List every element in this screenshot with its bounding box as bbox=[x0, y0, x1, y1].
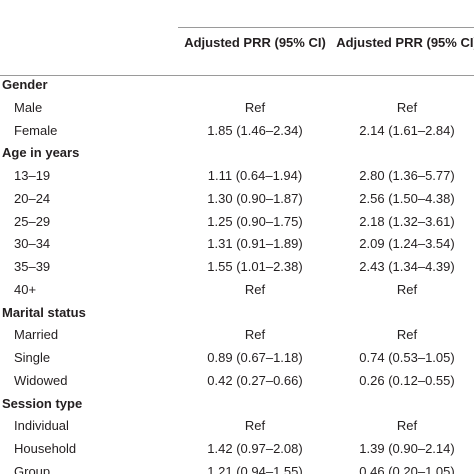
row-label: 35–39 bbox=[14, 259, 51, 274]
header-rule bbox=[178, 27, 474, 28]
column-header: Adjusted PRR (95% CI) bbox=[336, 35, 474, 50]
cell-value: 1.42 (0.97–2.08) bbox=[207, 441, 303, 456]
cell-value: Ref bbox=[244, 281, 266, 297]
column-header: Adjusted PRR (95% CI) bbox=[184, 35, 326, 50]
cell-value: Ref bbox=[396, 281, 418, 297]
cell-value: 1.30 (0.90–1.87) bbox=[207, 190, 303, 206]
cell-value: 0.42 (0.27–0.66) bbox=[207, 372, 303, 388]
cell-value: 0.26 (0.12–0.55) bbox=[359, 372, 455, 388]
row-label: Widowed bbox=[14, 372, 68, 388]
cell-value: 1.21 (0.94–1.55) bbox=[207, 463, 303, 474]
cell-value: 0.46 (0.20–1.05) bbox=[359, 463, 455, 474]
cell-value: Ref bbox=[396, 99, 418, 115]
row-label: Married bbox=[14, 327, 59, 343]
cell-value: 0.89 (0.67–1.18) bbox=[207, 350, 303, 365]
row-label: 13–19 bbox=[14, 168, 51, 183]
section-title: Gender bbox=[2, 77, 48, 92]
cell-value: 0.74 (0.53–1.05) bbox=[359, 350, 455, 365]
section-title: Marital status bbox=[2, 304, 86, 320]
cell-value: 2.43 (1.34–4.39) bbox=[359, 259, 455, 274]
cell-value: 2.14 (1.61–2.84) bbox=[359, 122, 455, 138]
cell-value: 2.80 (1.36–5.77) bbox=[359, 168, 455, 183]
cell-value: 1.31 (0.91–1.89) bbox=[207, 236, 303, 252]
cell-value: Ref bbox=[244, 99, 266, 115]
row-label: Female bbox=[14, 122, 58, 138]
row-label: Single bbox=[14, 350, 51, 365]
cell-value: Ref bbox=[396, 327, 418, 343]
row-label: 20–24 bbox=[14, 190, 51, 206]
row-label: 40+ bbox=[14, 281, 37, 297]
cell-value: 1.11 (0.64–1.94) bbox=[207, 168, 303, 183]
cell-value: Ref bbox=[244, 418, 266, 434]
cell-value: Ref bbox=[396, 418, 418, 434]
row-label: 30–34 bbox=[14, 236, 51, 252]
cell-value: 1.39 (0.90–2.14) bbox=[359, 441, 455, 456]
cell-value: 1.25 (0.90–1.75) bbox=[207, 213, 303, 229]
cell-value: 1.85 (1.46–2.34) bbox=[207, 122, 303, 138]
row-label: Male bbox=[14, 99, 43, 115]
row-label: Group bbox=[14, 463, 51, 474]
section-title: Session type bbox=[2, 395, 83, 411]
cell-value: 2.56 (1.50–4.38) bbox=[359, 190, 455, 206]
cell-value: 1.55 (1.01–2.38) bbox=[207, 259, 303, 274]
section-title: Age in years bbox=[2, 145, 80, 161]
header-rule bbox=[0, 75, 474, 76]
cell-value: Ref bbox=[244, 327, 266, 343]
row-label: Individual bbox=[14, 418, 69, 434]
cell-value: 2.18 (1.32–3.61) bbox=[359, 213, 455, 229]
cell-value: 2.09 (1.24–3.54) bbox=[359, 236, 455, 252]
row-label: Household bbox=[14, 441, 77, 456]
row-label: 25–29 bbox=[14, 213, 51, 229]
